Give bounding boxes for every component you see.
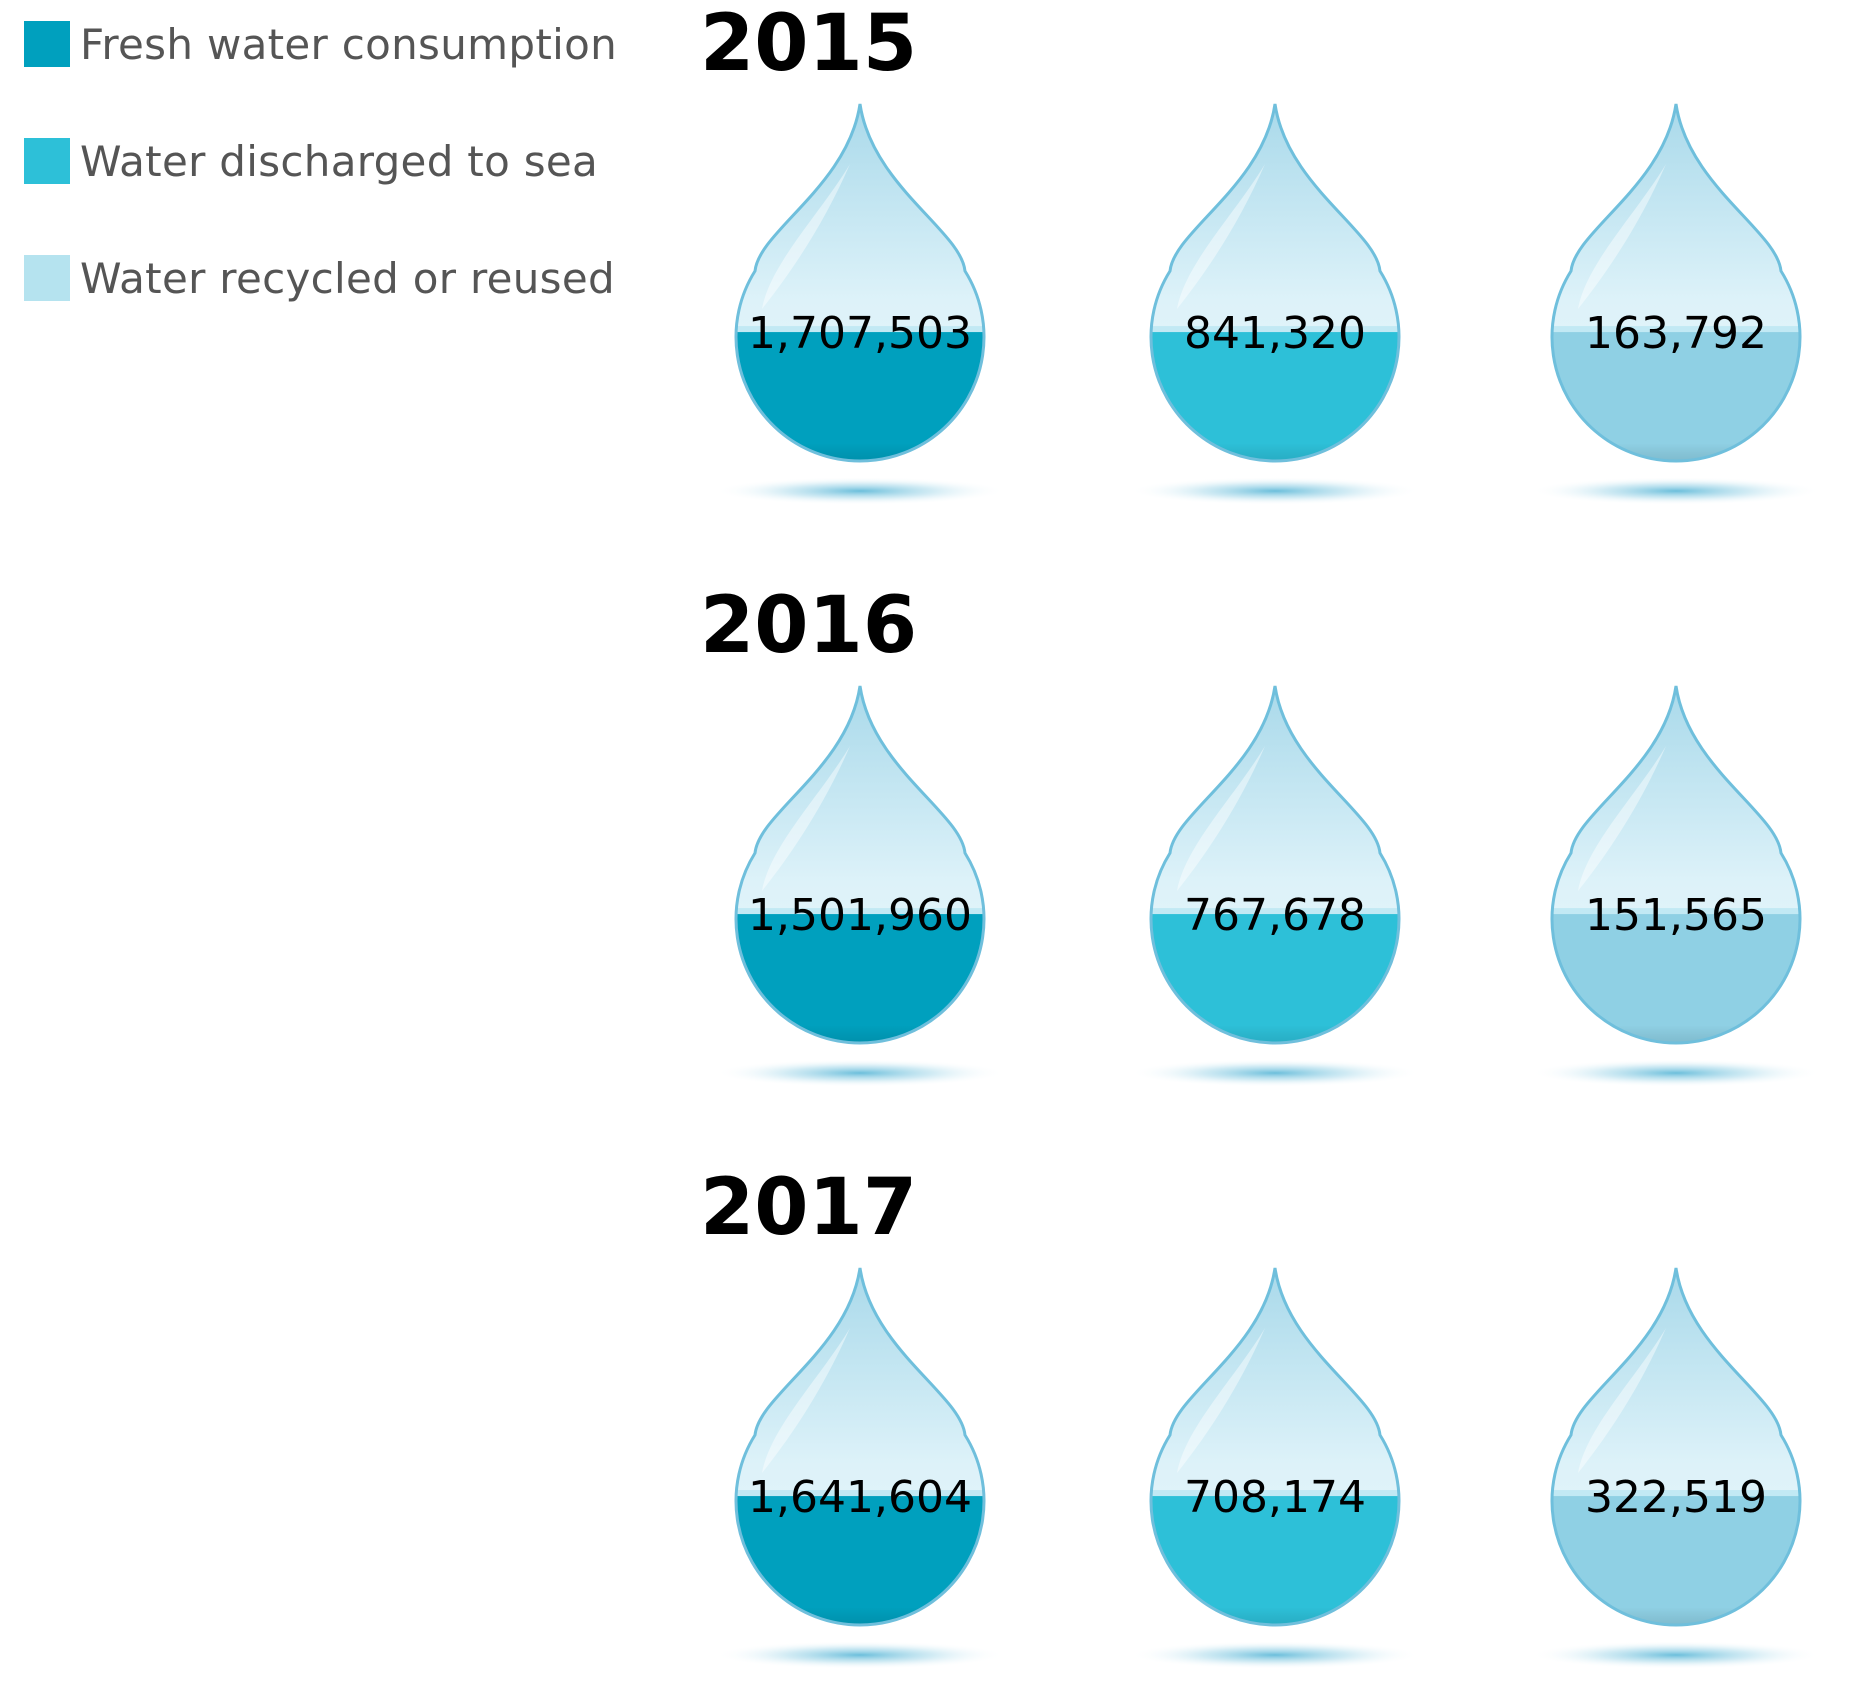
drop-2015-fresh-water: 1,707,503 (715, 103, 1005, 505)
drop-2016-discharged-to-sea: 767,678 (1130, 685, 1420, 1087)
drop-shadow (715, 477, 1005, 505)
drop-surface (1552, 1490, 1800, 1497)
value-label-2016-fresh-water: 1,501,960 (748, 890, 972, 941)
drop-highlight (1177, 164, 1265, 309)
year-title-2016: 2016 (700, 581, 917, 671)
drop-highlight (1177, 1328, 1265, 1473)
drop-shadow (1130, 477, 1420, 505)
drop-highlight (762, 1328, 850, 1473)
drop-2015-discharged-to-sea: 841,320 (1130, 103, 1420, 505)
legend-label-discharged-to-sea: Water discharged to sea (80, 136, 599, 186)
drop-2016-recycled: 151,565 (1531, 685, 1821, 1087)
drop-outline (1149, 1267, 1401, 1627)
value-label-2015-fresh-water: 1,707,503 (748, 308, 972, 359)
drop-highlight (762, 746, 850, 891)
drop-surface (736, 326, 985, 333)
drop-2015-recycled: 163,792 (1531, 103, 1821, 505)
drop-surface (1151, 326, 1399, 333)
drop-shadow (1531, 1059, 1821, 1087)
value-label-2017-discharged-to-sea: 708,174 (1184, 1472, 1366, 1523)
value-label-2015-discharged-to-sea: 841,320 (1184, 308, 1366, 359)
drop-outline (1550, 103, 1802, 463)
value-label-2017-recycled: 322,519 (1585, 1472, 1767, 1523)
drop-surface (1151, 908, 1399, 915)
value-label-2016-discharged-to-sea: 767,678 (1184, 890, 1366, 941)
value-label-2015-recycled: 163,792 (1585, 308, 1767, 359)
drop-highlight (1578, 746, 1666, 891)
drop-2017-recycled: 322,519 (1531, 1267, 1821, 1669)
drop-surface (1552, 326, 1800, 333)
drop-surface (1552, 908, 1800, 915)
drop-highlight (762, 164, 850, 309)
drop-highlight (1578, 1328, 1666, 1473)
legend-label-recycled: Water recycled or reused (80, 253, 615, 303)
legend-item-fresh-water: Fresh water consumption (24, 14, 617, 74)
legend-item-recycled: Water recycled or reused (24, 248, 617, 308)
drop-2017-discharged-to-sea: 708,174 (1130, 1267, 1420, 1669)
drop-outline (734, 103, 986, 463)
drop-outline (734, 685, 986, 1045)
drop-shadow (1130, 1059, 1420, 1087)
legend-label-fresh-water: Fresh water consumption (80, 19, 617, 69)
value-label-2017-fresh-water: 1,641,604 (748, 1472, 972, 1523)
drop-outline (1550, 685, 1802, 1045)
drop-shadow (715, 1059, 1005, 1087)
drop-shadow (715, 1641, 1005, 1669)
legend-swatch-recycled (24, 255, 70, 301)
drop-surface (736, 1490, 984, 1497)
drop-surface (736, 908, 985, 915)
drop-shadow (1531, 1641, 1821, 1669)
legend: Fresh water consumption Water discharged… (24, 14, 617, 365)
drop-outline (734, 1267, 986, 1627)
year-title-2015: 2015 (700, 0, 917, 89)
drop-highlight (1578, 164, 1666, 309)
drop-surface (1151, 1490, 1399, 1497)
drop-outline (1149, 685, 1401, 1045)
legend-item-discharged-to-sea: Water discharged to sea (24, 131, 617, 191)
drop-outline (1550, 1267, 1802, 1627)
year-title-2017: 2017 (700, 1163, 917, 1253)
drop-2016-fresh-water: 1,501,960 (715, 685, 1005, 1087)
drop-2017-fresh-water: 1,641,604 (715, 1267, 1005, 1669)
legend-swatch-discharged-to-sea (24, 138, 70, 184)
drop-shadow (1531, 477, 1821, 505)
value-label-2016-recycled: 151,565 (1585, 890, 1767, 941)
drop-shadow (1130, 1641, 1420, 1669)
drop-outline (1149, 103, 1401, 463)
drop-highlight (1177, 746, 1265, 891)
legend-swatch-fresh-water (24, 21, 70, 67)
